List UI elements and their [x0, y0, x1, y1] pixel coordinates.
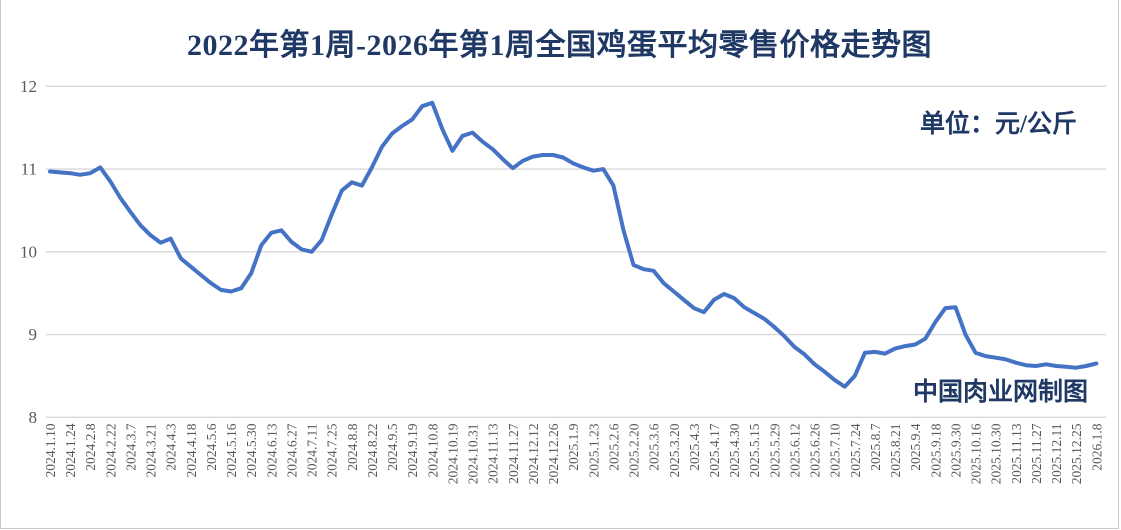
x-axis-label: 2025.9.18 [928, 423, 943, 477]
x-axis-label: 2025.1.23 [586, 423, 601, 477]
y-axis-label-12: 12 [20, 77, 37, 96]
x-axis-label: 2025.6.12 [787, 424, 802, 478]
x-axis-label: 2025.5.15 [747, 423, 762, 477]
x-axis-label: 2024.5.16 [224, 423, 239, 477]
x-axis-label: 2024.8.22 [365, 424, 380, 478]
x-axis-label: 2025.9.4 [908, 423, 923, 471]
x-axis-label: 2025.6.26 [808, 423, 823, 477]
x-axis-label: 2024.6.13 [264, 423, 279, 477]
x-axis-label: 2025.2.6 [606, 423, 621, 471]
x-axis-label: 2025.10.16 [969, 423, 984, 484]
x-axis-label: 2024.2.22 [103, 424, 118, 478]
price-line [48, 100, 1099, 389]
x-axis-label: 2024.5.30 [244, 423, 259, 477]
x-axis-label: 2025.11.27 [1029, 423, 1044, 483]
x-axis-label: 2025.12.11 [1049, 424, 1064, 484]
x-axis-label: 2025.8.21 [888, 424, 903, 478]
x-axis-label: 2025.9.30 [948, 423, 963, 477]
x-axis-label: 2024.4.3 [164, 423, 179, 471]
y-axis-label-10: 10 [20, 242, 37, 261]
x-axis-label: 2024.3.7 [123, 423, 138, 471]
y-axis-label-8: 8 [29, 408, 38, 427]
x-axis-label: 2025.4.30 [727, 423, 742, 477]
x-axis-label: 2025.8.7 [868, 423, 883, 471]
x-axis-label: 2025.4.17 [707, 423, 722, 477]
x-axis-label: 2025.3.20 [667, 423, 682, 477]
x-axis-label: 2024.7.25 [325, 423, 340, 477]
x-axis-label: 2026.1.8 [1089, 423, 1104, 471]
x-axis-label: 2025.2.20 [627, 423, 642, 477]
chart-title: 2022年第1周-2026年第1周全国鸡蛋平均零售价格走势图 [187, 29, 932, 62]
x-axis-label: 2024.9.5 [385, 423, 400, 471]
x-axis-label: 2024.10.19 [445, 423, 460, 484]
y-axis-label-9: 9 [29, 325, 38, 344]
x-axis-label: 2025.3.6 [647, 423, 662, 471]
x-axis-label: 2024.5.6 [204, 423, 219, 471]
x-axis-label: 2025.7.24 [848, 423, 863, 477]
x-axis-label: 2025.1.9 [566, 423, 581, 471]
x-axis-label: 2025.5.29 [767, 423, 782, 477]
watermark: 中国肉业网制图 [912, 379, 1088, 406]
x-axis-label: 2024.12.12 [526, 424, 541, 485]
x-axis-label: 2025.7.10 [828, 423, 843, 477]
x-axis-label: 2024.11.27 [506, 423, 521, 483]
x-axis-label: 2025.11.13 [1009, 423, 1024, 483]
x-axis-label: 2024.9.19 [405, 423, 420, 477]
x-axis-label: 2024.10.31 [466, 424, 481, 485]
x-axis-label: 2024.8.8 [345, 423, 360, 471]
x-axis-label: 2024.12.26 [546, 423, 561, 484]
x-axis-label: 2024.1.24 [63, 423, 78, 477]
x-axis-label: 2024.3.21 [144, 424, 159, 478]
x-axis-label: 2024.1.10 [43, 423, 58, 477]
x-axis-label: 2024.6.27 [284, 423, 299, 477]
x-axis-label: 2025.10.30 [989, 423, 1004, 484]
x-axis-label: 2024.4.18 [184, 423, 199, 477]
x-axis-label: 2024.10.8 [425, 423, 440, 477]
unit-label: 单位：元/公斤 [920, 111, 1077, 138]
x-axis-label: 2024.11.13 [486, 423, 501, 483]
x-axis-label: 2025.12.25 [1069, 423, 1084, 484]
x-axis-label: 2024.2.8 [83, 423, 98, 471]
x-axis-label: 2025.4.3 [687, 423, 702, 471]
y-axis-label-11: 11 [21, 160, 37, 179]
x-axis-label: 2024.7.11 [305, 424, 320, 478]
